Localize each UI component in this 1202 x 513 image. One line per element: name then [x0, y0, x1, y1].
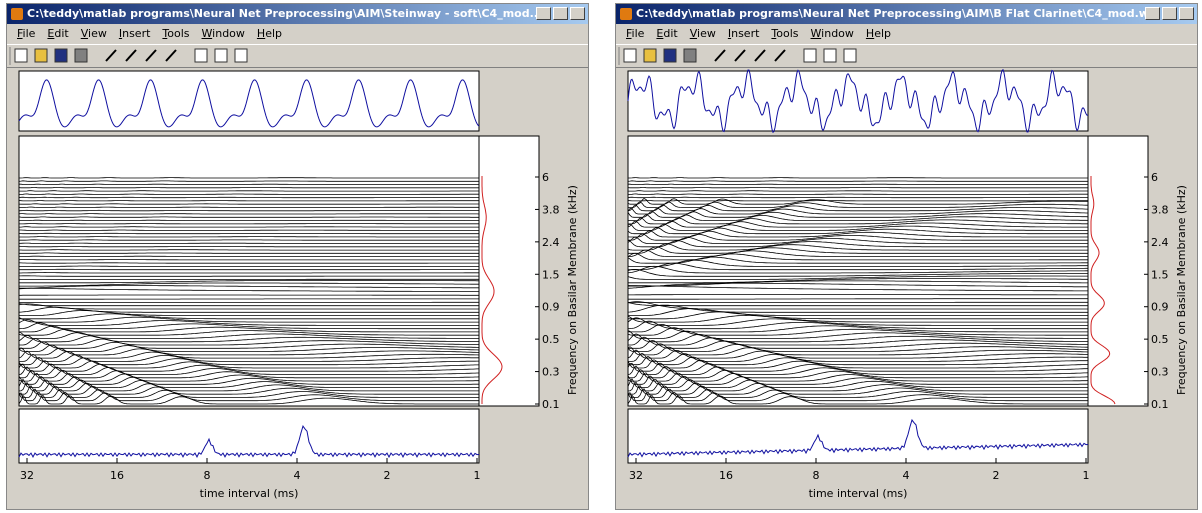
tool-icon[interactable] — [35, 49, 47, 62]
y-tick-label: 0.9 — [542, 301, 560, 314]
tool-icon[interactable] — [715, 50, 725, 61]
maximize-button[interactable] — [553, 7, 568, 20]
tool-icon[interactable] — [624, 49, 636, 62]
tool-icon[interactable] — [106, 50, 116, 61]
menu-item[interactable]: Edit — [650, 25, 683, 43]
menu-item[interactable]: Window — [805, 25, 860, 43]
figure-window: C:\teddy\matlab programs\Neural Net Prep… — [615, 3, 1198, 510]
y-tick-label: 2.4 — [1151, 236, 1169, 249]
y-tick-label: 6 — [1151, 171, 1158, 184]
x-axis-label: time interval (ms) — [200, 487, 299, 500]
y-tick-label: 0.9 — [1151, 301, 1169, 314]
tool-icon[interactable] — [15, 49, 27, 62]
y-tick-label: 3.8 — [542, 203, 560, 216]
menu-item[interactable]: View — [75, 25, 113, 43]
x-tick-label: 16 — [110, 469, 124, 482]
window-title: C:\teddy\matlab programs\Neural Net Prep… — [636, 7, 1161, 20]
menu-item[interactable]: Window — [196, 25, 251, 43]
y-axis-label: Frequency on Basilar Membrane (kHz) — [1175, 185, 1188, 395]
app-icon — [620, 8, 632, 20]
menu-item[interactable]: Edit — [41, 25, 74, 43]
tool-icon[interactable] — [55, 49, 67, 62]
auditory-image-axes — [19, 136, 479, 406]
tool-icon[interactable] — [235, 49, 247, 62]
y-tick-label: 0.5 — [1151, 333, 1169, 346]
x-tick-label: 8 — [813, 469, 820, 482]
filter-channel-trace — [628, 197, 1088, 198]
title-bar: C:\teddy\matlab programs\Neural Net Prep… — [7, 4, 588, 24]
x-axis-label: time interval (ms) — [809, 487, 908, 500]
x-tick-label: 2 — [384, 469, 391, 482]
y-tick-label: 0.3 — [1151, 366, 1169, 379]
x-tick-label: 32 — [20, 469, 34, 482]
y-tick-label: 2.4 — [542, 236, 560, 249]
tool-icon[interactable] — [146, 50, 156, 61]
y-tick-label: 1.5 — [1151, 268, 1169, 281]
menu-item[interactable]: View — [684, 25, 722, 43]
time-profile-axes — [628, 409, 1088, 463]
figure-canvas: 32 16 8 4 2 1 time interval (ms) 6 3.8 2.4 1.5 0.9 0… — [7, 66, 588, 508]
menu-bar: FileEditViewInsertToolsWindowHelp — [7, 25, 588, 43]
y-tick-label: 6 — [542, 171, 549, 184]
figure-window: C:\teddy\matlab programs\Neural Net Prep… — [6, 3, 589, 510]
window-buttons — [1145, 7, 1194, 20]
menu-item[interactable]: Help — [251, 25, 288, 43]
menu-item[interactable]: Tools — [156, 25, 195, 43]
frequency-profile-axes — [479, 136, 539, 406]
toolbar-icons — [7, 45, 307, 67]
menu-item[interactable]: File — [620, 25, 650, 43]
x-tick-label: 8 — [204, 469, 211, 482]
filter-channel-trace — [19, 197, 479, 198]
x-tick-label: 4 — [903, 469, 910, 482]
tool-icon[interactable] — [126, 50, 136, 61]
tool-icon[interactable] — [844, 49, 856, 62]
close-button[interactable] — [570, 7, 585, 20]
tool-icon[interactable] — [195, 49, 207, 62]
x-tick-label: 32 — [629, 469, 643, 482]
minimize-button[interactable] — [536, 7, 551, 20]
app-icon — [11, 8, 23, 20]
toolbar-icons — [616, 45, 916, 67]
y-tick-label: 0.1 — [1151, 398, 1169, 411]
tool-icon[interactable] — [755, 50, 765, 61]
y-axis-label: Frequency on Basilar Membrane (kHz) — [566, 185, 579, 395]
tool-icon[interactable] — [775, 50, 785, 61]
y-tick-label: 1.5 — [542, 268, 560, 281]
x-tick-label: 2 — [993, 469, 1000, 482]
screen: C:\teddy\matlab programs\Neural Net Prep… — [0, 0, 1202, 513]
close-button[interactable] — [1179, 7, 1194, 20]
y-tick-label: 0.1 — [542, 398, 560, 411]
menu-item[interactable]: Insert — [722, 25, 766, 43]
x-tick-label: 16 — [719, 469, 733, 482]
tool-icon[interactable] — [75, 49, 87, 62]
toolbar — [616, 44, 1197, 68]
figure-canvas: 32 16 8 4 2 1 time interval (ms) 6 3.8 2.4 1.5 0.9 0… — [616, 66, 1197, 508]
menu-item[interactable]: Insert — [113, 25, 157, 43]
window-title: C:\teddy\matlab programs\Neural Net Prep… — [27, 7, 542, 20]
tool-icon[interactable] — [166, 50, 176, 61]
y-tick-label: 0.3 — [542, 366, 560, 379]
tool-icon[interactable] — [684, 49, 696, 62]
y-tick-label: 0.5 — [542, 333, 560, 346]
y-tick-label: 3.8 — [1151, 203, 1169, 216]
tool-icon[interactable] — [215, 49, 227, 62]
title-bar: C:\teddy\matlab programs\Neural Net Prep… — [616, 4, 1197, 24]
tool-icon[interactable] — [804, 49, 816, 62]
x-tick-label: 1 — [474, 469, 481, 482]
tool-icon[interactable] — [644, 49, 656, 62]
x-tick-label: 4 — [294, 469, 301, 482]
tool-icon[interactable] — [735, 50, 745, 61]
minimize-button[interactable] — [1145, 7, 1160, 20]
tool-icon[interactable] — [824, 49, 836, 62]
menu-item[interactable]: Tools — [765, 25, 804, 43]
maximize-button[interactable] — [1162, 7, 1177, 20]
tool-icon[interactable] — [664, 49, 676, 62]
toolbar — [7, 44, 588, 68]
menu-item[interactable]: Help — [860, 25, 897, 43]
window-buttons — [536, 7, 585, 20]
x-tick-label: 1 — [1083, 469, 1090, 482]
menu-item[interactable]: File — [11, 25, 41, 43]
